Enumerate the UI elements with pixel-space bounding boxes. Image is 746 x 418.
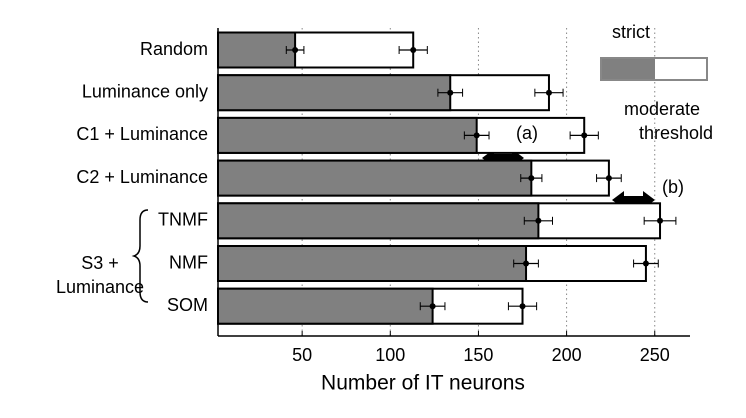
error-bar-part — [535, 217, 542, 224]
error-bar-part — [642, 260, 649, 267]
error-bar-part — [473, 132, 480, 139]
x-tick-label: 50 — [292, 345, 312, 365]
error-bar-part — [581, 132, 588, 139]
y-tick-label: Luminance only — [82, 81, 208, 101]
error-bar-part — [519, 303, 526, 310]
legend-label: moderate threshold — [624, 99, 713, 143]
legend-label: strict — [612, 22, 650, 42]
error-bar — [463, 126, 490, 145]
y-tick-label: C2 + Luminance — [76, 167, 208, 187]
error-bar — [398, 41, 428, 59]
bar — [217, 74, 452, 112]
error-bar — [513, 254, 539, 273]
error-bar — [520, 169, 543, 188]
bar — [217, 31, 297, 69]
legend-swatch — [655, 58, 707, 80]
x-tick-label: 100 — [375, 345, 405, 365]
error-bar-part — [429, 303, 436, 310]
error-bar-part — [410, 47, 417, 53]
legend-frame — [600, 57, 708, 81]
error-bar-part — [528, 175, 535, 182]
x-tick-label: 250 — [640, 345, 670, 365]
error-bar — [569, 126, 599, 145]
bar — [217, 116, 478, 154]
error-bar — [419, 297, 446, 316]
x-tick-label: 200 — [552, 345, 582, 365]
group-label: Luminance — [56, 277, 144, 297]
group-brace — [131, 209, 149, 303]
error-bar-part — [657, 217, 664, 224]
bar — [217, 159, 533, 197]
y-tick-label: TNMF — [158, 210, 208, 230]
x-tick-label: 150 — [463, 345, 493, 365]
y-tick-label: Random — [140, 39, 208, 59]
error-bar — [633, 254, 659, 273]
error-bar-part — [523, 260, 530, 267]
error-bar — [285, 41, 305, 59]
error-bar — [437, 83, 464, 102]
legend-swatch — [601, 58, 655, 80]
bar — [217, 287, 434, 325]
error-bar — [523, 211, 553, 230]
bar — [217, 202, 540, 240]
bar — [217, 245, 528, 282]
x-axis-label: Number of IT neurons — [321, 372, 525, 395]
error-bar-part — [447, 89, 454, 96]
error-bar — [534, 83, 564, 102]
y-tick-label: NMF — [169, 252, 208, 272]
annotation: (a) — [516, 123, 538, 143]
error-bar-part — [605, 175, 612, 182]
error-bar — [643, 211, 677, 230]
group-label: S3 + — [81, 253, 119, 273]
error-bar — [507, 297, 538, 316]
error-bar — [596, 169, 622, 188]
annotation: (b) — [662, 177, 684, 197]
y-tick-label: C1 + Luminance — [76, 124, 208, 144]
y-tick-label: SOM — [167, 295, 208, 315]
error-bar-part — [545, 89, 552, 96]
error-bar-part — [292, 47, 299, 53]
